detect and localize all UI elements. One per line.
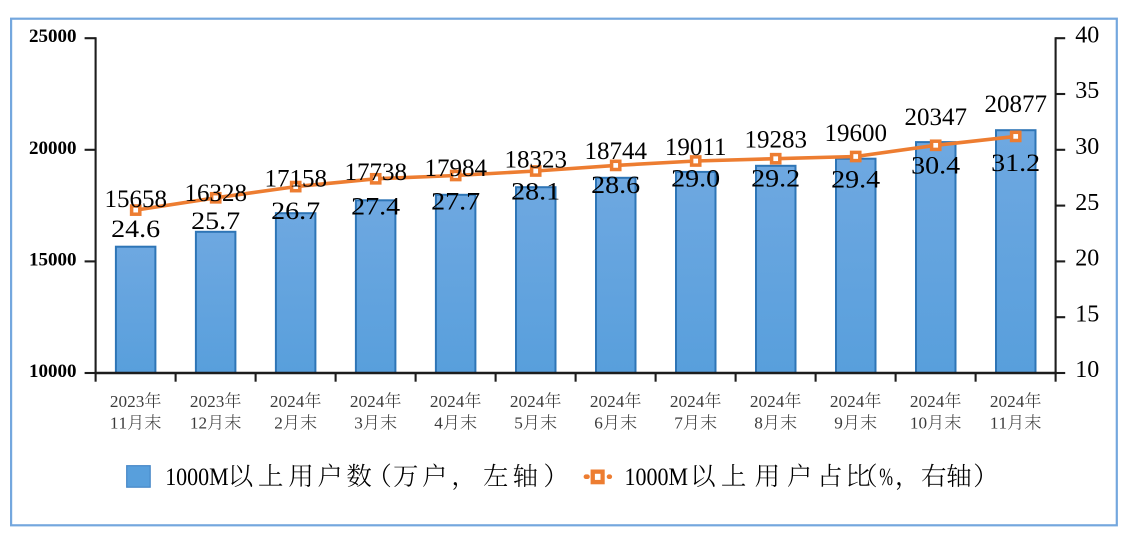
svg-text:10: 10 <box>1075 357 1099 383</box>
svg-text:2024: 2024 <box>910 392 945 411</box>
svg-text:10000: 10000 <box>29 361 77 382</box>
svg-text:20: 20 <box>1075 246 1099 272</box>
svg-text:8: 8 <box>754 414 763 433</box>
svg-text:15000: 15000 <box>29 249 77 270</box>
svg-text:24.6: 24.6 <box>111 216 160 243</box>
svg-text:17738: 17738 <box>344 159 407 186</box>
svg-text:20000: 20000 <box>29 138 77 159</box>
svg-text:20347: 20347 <box>904 104 967 131</box>
svg-text:19011: 19011 <box>665 134 727 161</box>
svg-text:9: 9 <box>834 414 843 433</box>
svg-text:12: 12 <box>190 414 207 433</box>
svg-text:11: 11 <box>990 414 1007 433</box>
svg-text:27.7: 27.7 <box>431 189 480 216</box>
svg-text:%: % <box>879 463 893 491</box>
svg-text:19283: 19283 <box>744 127 807 154</box>
svg-text:25000: 25000 <box>29 26 77 47</box>
svg-text:26.7: 26.7 <box>271 198 320 225</box>
svg-text:2024: 2024 <box>990 392 1025 411</box>
svg-text:29.2: 29.2 <box>751 166 800 193</box>
svg-text:2024: 2024 <box>670 392 705 411</box>
svg-text:19600: 19600 <box>824 120 887 147</box>
svg-text:31.2: 31.2 <box>991 150 1040 177</box>
svg-text:4: 4 <box>434 414 443 433</box>
svg-text:16328: 16328 <box>184 180 247 207</box>
svg-text:18744: 18744 <box>584 138 647 165</box>
svg-text:1000M: 1000M <box>165 463 229 491</box>
svg-text:7: 7 <box>674 414 683 433</box>
svg-text:2024: 2024 <box>750 392 785 411</box>
svg-text:2023: 2023 <box>190 392 224 411</box>
svg-text:40: 40 <box>1075 22 1099 48</box>
svg-text:25.7: 25.7 <box>191 208 240 235</box>
svg-text:2024: 2024 <box>270 392 305 411</box>
svg-text:10: 10 <box>910 414 927 433</box>
svg-text:29.4: 29.4 <box>831 167 881 194</box>
svg-text:25: 25 <box>1075 190 1099 216</box>
svg-text:28.6: 28.6 <box>591 172 640 199</box>
svg-text:35: 35 <box>1075 78 1099 104</box>
svg-text:2024: 2024 <box>510 392 545 411</box>
svg-text:30: 30 <box>1075 134 1099 160</box>
svg-text:30.4: 30.4 <box>911 152 961 179</box>
svg-text:15: 15 <box>1075 301 1099 327</box>
svg-text:1000M: 1000M <box>625 463 689 491</box>
svg-text:3: 3 <box>354 414 363 433</box>
svg-text:28.1: 28.1 <box>511 179 560 206</box>
svg-text:2024: 2024 <box>350 392 385 411</box>
svg-text:2024: 2024 <box>830 392 865 411</box>
svg-text:5: 5 <box>514 414 523 433</box>
svg-text:17158: 17158 <box>264 166 327 193</box>
svg-text:27.4: 27.4 <box>351 194 401 221</box>
svg-text:18323: 18323 <box>504 147 567 174</box>
svg-text:20877: 20877 <box>984 91 1047 118</box>
svg-text:11: 11 <box>110 414 127 433</box>
svg-text:29.0: 29.0 <box>671 166 720 193</box>
svg-text:15658: 15658 <box>104 186 167 213</box>
svg-text:6: 6 <box>594 414 603 433</box>
svg-text:2: 2 <box>274 414 283 433</box>
svg-text:17984: 17984 <box>424 155 487 182</box>
svg-text:2024: 2024 <box>590 392 625 411</box>
svg-text:2024: 2024 <box>430 392 465 411</box>
svg-text:2023: 2023 <box>110 392 144 411</box>
